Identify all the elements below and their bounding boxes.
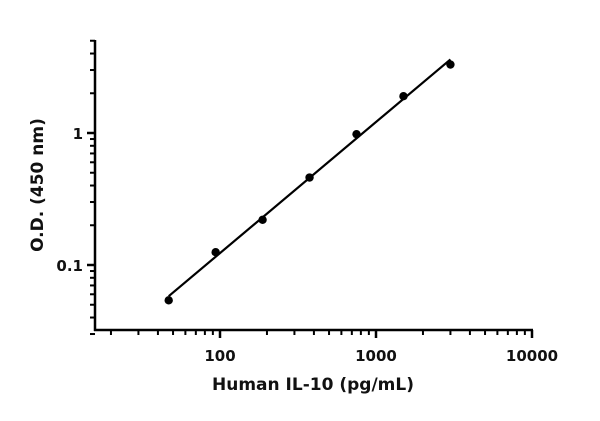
- x-axis-title: Human IL-10 (pg/mL): [212, 375, 414, 395]
- y-tick-label: 0.1: [56, 257, 83, 275]
- data-point: [258, 215, 267, 225]
- data-point: [164, 296, 173, 305]
- data-point: [305, 173, 314, 182]
- data-point: [446, 60, 455, 69]
- y-axis-major-ticks: 0.11: [56, 125, 95, 275]
- x-tick-label: 1000: [355, 347, 397, 365]
- y-axis-title: O.D. (450 nm): [28, 118, 48, 252]
- data-point: [211, 248, 220, 257]
- data-point: [352, 129, 361, 139]
- y-tick-label: 1: [73, 125, 83, 143]
- x-axis-major-ticks: 100 1000 10000: [204, 330, 558, 365]
- x-tick-label: 100: [204, 347, 235, 365]
- data-point: [399, 92, 408, 101]
- data-series: [164, 58, 455, 305]
- x-tick-label: 10000: [506, 347, 558, 365]
